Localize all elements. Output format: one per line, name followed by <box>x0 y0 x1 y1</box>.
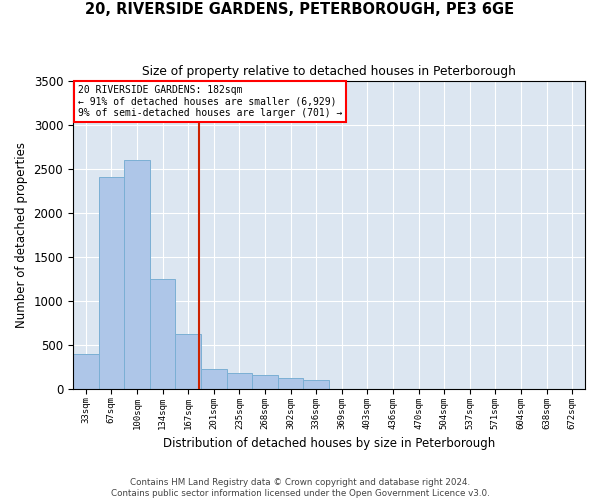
Bar <box>175 334 201 389</box>
Text: 20, RIVERSIDE GARDENS, PETERBOROUGH, PE3 6GE: 20, RIVERSIDE GARDENS, PETERBOROUGH, PE3… <box>85 2 515 18</box>
Title: Size of property relative to detached houses in Peterborough: Size of property relative to detached ho… <box>142 65 516 78</box>
Bar <box>278 378 304 389</box>
Bar <box>304 380 329 389</box>
Bar <box>124 160 150 389</box>
Bar <box>150 278 175 389</box>
Bar <box>98 178 124 389</box>
Bar <box>201 368 227 389</box>
Bar <box>73 354 98 389</box>
Text: 20 RIVERSIDE GARDENS: 182sqm
← 91% of detached houses are smaller (6,929)
9% of : 20 RIVERSIDE GARDENS: 182sqm ← 91% of de… <box>78 85 343 118</box>
Y-axis label: Number of detached properties: Number of detached properties <box>15 142 28 328</box>
Text: Contains HM Land Registry data © Crown copyright and database right 2024.
Contai: Contains HM Land Registry data © Crown c… <box>110 478 490 498</box>
X-axis label: Distribution of detached houses by size in Peterborough: Distribution of detached houses by size … <box>163 437 495 450</box>
Bar <box>227 374 252 389</box>
Bar <box>252 375 278 389</box>
